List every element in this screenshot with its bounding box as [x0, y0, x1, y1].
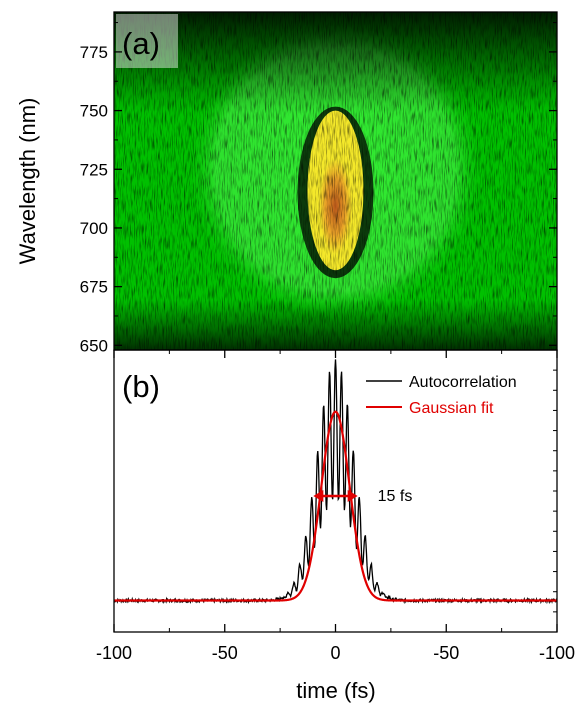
y-tick-label-725: 725	[80, 160, 108, 179]
y-tick-label-750: 750	[80, 102, 108, 121]
x-tick-label-4: -100	[539, 643, 575, 663]
panel-b-frame	[113, 349, 558, 633]
speckle-noise	[114, 12, 557, 350]
y-tick-label-675: 675	[80, 278, 108, 297]
legend-label-gaussian-fit: Gaussian fit	[409, 400, 494, 417]
gaussian-fit-line	[114, 410, 557, 602]
panel-a-y-axis: 650 675 700 725 750 775	[80, 22, 557, 355]
x-tick-label-1: -50	[212, 643, 238, 663]
panel-b-x-axis: -100 -50 0 -50 -100	[96, 350, 575, 663]
y-tick-label-775: 775	[80, 43, 108, 62]
x-tick-label-2: 0	[330, 643, 340, 663]
autocorrelation-line	[114, 359, 557, 605]
x-axis-label: time (fs)	[296, 678, 375, 703]
panel-label-a: (a)	[122, 26, 160, 61]
y-tick-label-650: 650	[80, 336, 108, 355]
panel-label-b: (b)	[122, 369, 160, 404]
fwhm-label: 15 fs	[378, 488, 413, 505]
fwhm-arrowhead-left	[313, 490, 324, 503]
fwhm-arrowhead-right	[347, 490, 358, 503]
spectrogram-panel	[114, 12, 557, 350]
legend: Autocorrelation Gaussian fit	[366, 374, 517, 417]
y-tick-label-700: 700	[80, 219, 108, 238]
y-axis-label: Wavelength (nm)	[15, 98, 40, 265]
autocorrelation-panel: 15 fs (b) Autocorrelation Gaussian fit	[114, 359, 557, 605]
legend-label-autocorrelation: Autocorrelation	[409, 374, 517, 391]
x-tick-label-0: -100	[96, 643, 132, 663]
label-a-box	[116, 14, 178, 68]
x-tick-label-3: -50	[433, 643, 459, 663]
panel-b-y-ticks	[553, 369, 557, 613]
